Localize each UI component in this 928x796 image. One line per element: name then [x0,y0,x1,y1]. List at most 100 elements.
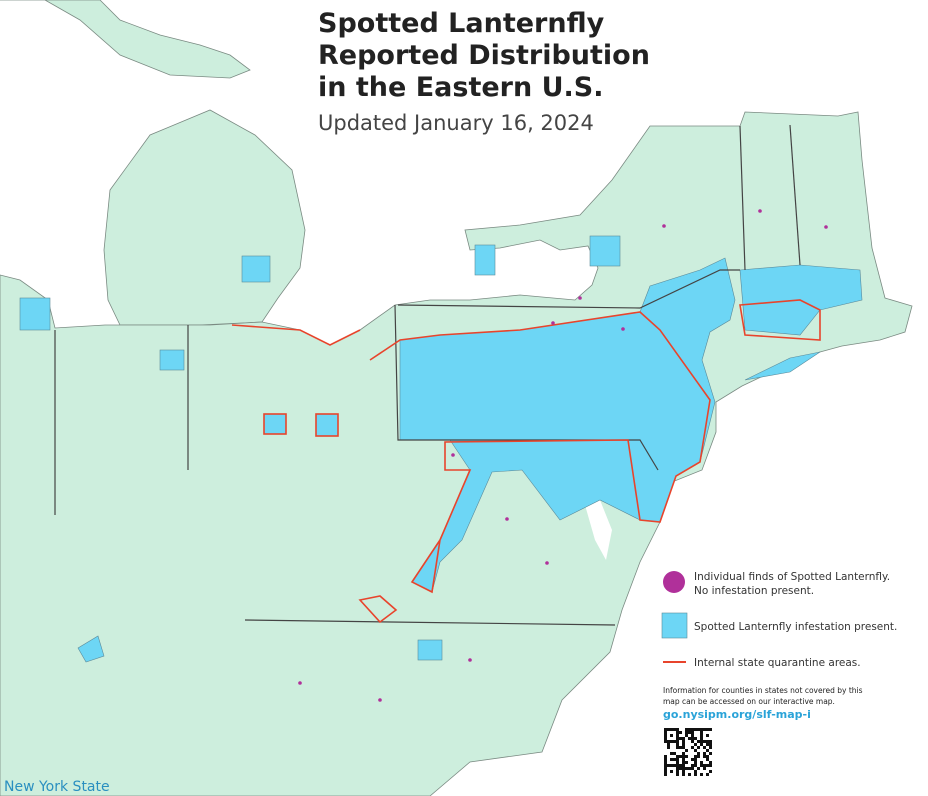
qr-code [664,728,712,776]
qr-cell [676,740,679,743]
footer: New York State [4,779,110,795]
infestation-county [241,255,271,283]
qr-cell [679,764,682,767]
qr-cell [694,737,697,740]
qr-cell [667,764,670,767]
qr-cell [697,728,700,731]
qr-cell [670,758,673,761]
qr-cell [709,764,712,767]
qr-cell [685,755,688,758]
qr-cell [676,758,679,761]
qr-cell [703,740,706,743]
qr-cell [691,746,694,749]
qr-cell [676,746,679,749]
qr-cell [694,770,697,773]
qr-cell [709,761,712,764]
infestation-county [19,297,51,331]
qr-cell [691,731,694,734]
infestation-long-island [744,351,821,381]
qr-cell [673,758,676,761]
upper-peninsula [0,0,251,79]
qr-cell [694,764,697,767]
infestation-county [77,635,105,663]
qr-cell [676,731,679,734]
qr-cell [706,764,709,767]
infestation-county [263,413,287,435]
qr-cell [670,728,673,731]
qr-cell [703,755,706,758]
qr-cell [664,770,667,773]
qr-cell [685,728,688,731]
qr-cell [676,743,679,746]
qr-cell [691,758,694,761]
individual-finds [298,209,828,702]
qr-cell [676,764,679,767]
qr-cell [676,761,679,764]
qr-cell [685,761,688,764]
qr-cell [691,764,694,767]
qr-cell [682,758,685,761]
state-borders [54,124,801,626]
infestation-county [417,639,443,661]
qr-cell [673,764,676,767]
qr-cell [703,752,706,755]
qr-cell [670,740,673,743]
note: Information for counties in states not c… [663,686,863,695]
qr-cell [667,743,670,746]
qr-cell [709,746,712,749]
qr-cell [694,749,697,752]
qr-cell [664,761,667,764]
qr-cell [697,740,700,743]
qr-cell [679,746,682,749]
title-line: in the Eastern U.S. [318,72,604,103]
qr-cell [694,761,697,764]
qr-cell [676,728,679,731]
qr-cell [685,767,688,770]
qr-cell [673,728,676,731]
legend-label: Individual finds of Spotted Lanternfly. [694,571,890,583]
qr-cell [709,770,712,773]
legend-swatch [661,612,688,639]
qr-cell [703,746,706,749]
qr-cell [682,761,685,764]
legend-label: Spotted Lanternfly infestation present. [694,621,897,633]
qr-cell [670,770,673,773]
quarantine-outlines [231,299,821,624]
qr-cell [691,728,694,731]
infestation-county [474,244,496,276]
qr-cell [697,767,700,770]
qr-cell [688,737,691,740]
qr-cell [697,752,700,755]
qr-cell [706,758,709,761]
qr-cell [709,740,712,743]
qr-cell [700,728,703,731]
qr-cell [688,773,691,776]
qr-cell [691,767,694,770]
qr-cell [664,737,667,740]
qr-cell [670,764,673,767]
qr-cell [694,755,697,758]
qr-cell [664,731,667,734]
qr-cell [700,773,703,776]
qr-cell [679,731,682,734]
legend-label: Internal state quarantine areas. [694,657,861,669]
qr-cell [688,728,691,731]
qr-cell [682,764,685,767]
infestation-county [159,349,185,371]
qr-cell [709,728,712,731]
subtitle: Updated January 16, 2024 [318,111,594,135]
qr-cell [685,749,688,752]
qr-cell [694,758,697,761]
qr-cell [682,773,685,776]
qr-cell [706,749,709,752]
legend: Individual finds of Spotted Lanternfly. … [661,571,897,776]
qr-cell [703,767,706,770]
qr-cell [706,773,709,776]
qr-cell [688,767,691,770]
qr-cell [673,740,676,743]
url[interactable]: go.nysipm.org/slf-map-i [663,708,811,721]
qr-cell [700,764,703,767]
infestation-areas [19,235,863,663]
note: map can be accessed on our interactive m… [663,697,835,706]
